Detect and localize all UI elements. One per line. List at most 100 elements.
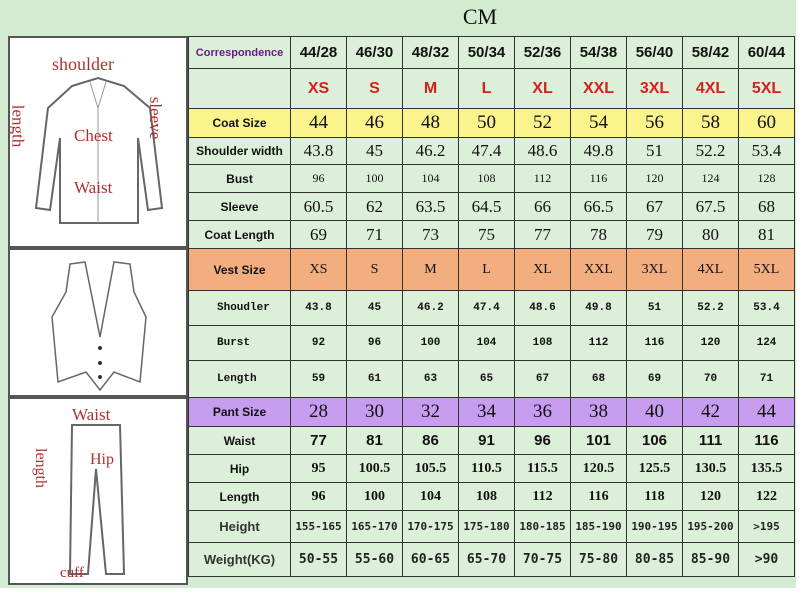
pant-row-value: 110.5 (458, 454, 515, 483)
coat-row-value: 46.2 (402, 137, 459, 165)
coat-row-value: 128 (738, 164, 795, 193)
coat-row-value: 67 (626, 192, 683, 221)
pant-row-value: 77 (290, 426, 347, 455)
correspondence-value: 44/28 (290, 36, 347, 69)
coat-row-value: 49.8 (570, 137, 627, 165)
coat-row-value: 116 (570, 164, 627, 193)
coat-size-value: 54 (570, 108, 627, 138)
coat-row-value: 52.2 (682, 137, 739, 165)
correspondence-value: 46/30 (346, 36, 403, 69)
vest-row-value: 65 (458, 360, 515, 398)
label-cuff: cuff (60, 565, 84, 581)
vest-row-label: Shoudler (188, 290, 291, 326)
coat-row-value: 75 (458, 220, 515, 249)
vest-size-value: S (346, 248, 403, 291)
pant-drawing-icon (68, 424, 126, 575)
vest-row-value: 52.2 (682, 290, 739, 326)
coat-row-value: 64.5 (458, 192, 515, 221)
coat-row-value: 73 (402, 220, 459, 249)
correspondence-value: 54/38 (570, 36, 627, 69)
coat-row-value: 66 (514, 192, 571, 221)
coat-size-value: 50 (458, 108, 515, 138)
pant-row-value: 86 (402, 426, 459, 455)
vest-size-value: M (402, 248, 459, 291)
body-row-value: 55-60 (346, 542, 403, 577)
pant-row-value: 100 (346, 482, 403, 511)
coat-row-value: 60.5 (290, 192, 347, 221)
body-row-label: Height (188, 510, 291, 543)
vest-size-value: XS (290, 248, 347, 291)
label-length: length (32, 448, 49, 488)
letter-size-value: XL (514, 68, 571, 109)
coat-row-label: Coat Length (188, 220, 291, 249)
body-row-value: 190-195 (626, 510, 683, 543)
coat-row-value: 45 (346, 137, 403, 165)
coat-row-value: 68 (738, 192, 795, 221)
body-row-value: 80-85 (626, 542, 683, 577)
letter-size-label (188, 68, 291, 109)
pant-row-value: 125.5 (626, 454, 683, 483)
vest-row-value: 112 (570, 325, 627, 361)
coat-size-label: Coat Size (188, 108, 291, 138)
body-row-value: 75-80 (570, 542, 627, 577)
label-waist: Waist (74, 178, 113, 197)
vest-row-label: Burst (188, 325, 291, 361)
vest-row-value: 46.2 (402, 290, 459, 326)
coat-size-value: 52 (514, 108, 571, 138)
label-chest: Chest (74, 126, 113, 145)
coat-row-value: 81 (738, 220, 795, 249)
body-row-value: 185-190 (570, 510, 627, 543)
body-row-value: 170-175 (402, 510, 459, 543)
vest-size-value: L (458, 248, 515, 291)
coat-row-value: 120 (626, 164, 683, 193)
pant-row-value: 101 (570, 426, 627, 455)
letter-size-value: 5XL (738, 68, 795, 109)
coat-row-value: 62 (346, 192, 403, 221)
coat-row-value: 53.4 (738, 137, 795, 165)
coat-row-value: 51 (626, 137, 683, 165)
vest-drawing-icon (51, 261, 147, 392)
coat-row-value: 47.4 (458, 137, 515, 165)
vest-row-value: 71 (738, 360, 795, 398)
vest-row-value: 63 (402, 360, 459, 398)
pant-row-value: 118 (626, 482, 683, 511)
pant-row-value: 120 (682, 482, 739, 511)
coat-row-value: 67.5 (682, 192, 739, 221)
vest-row-value: 100 (402, 325, 459, 361)
vest-row-value: 96 (346, 325, 403, 361)
coat-row-value: 104 (402, 164, 459, 193)
coat-row-value: 77 (514, 220, 571, 249)
letter-size-value: L (458, 68, 515, 109)
coat-row-label: Shoulder width (188, 137, 291, 165)
vest-size-value: 5XL (738, 248, 795, 291)
letter-size-value: M (402, 68, 459, 109)
pant-row-value: 116 (738, 426, 795, 455)
vest-size-value: 3XL (626, 248, 683, 291)
coat-row-value: 124 (682, 164, 739, 193)
vest-row-value: 70 (682, 360, 739, 398)
vest-row-value: 45 (346, 290, 403, 326)
pant-row-value: 122 (738, 482, 795, 511)
pant-row-value: 96 (290, 482, 347, 511)
correspondence-value: 56/40 (626, 36, 683, 69)
pant-row-value: 112 (514, 482, 571, 511)
coat-size-value: 56 (626, 108, 683, 138)
pant-size-value: 40 (626, 397, 683, 427)
coat-row-label: Bust (188, 164, 291, 193)
body-row-value: 50-55 (290, 542, 347, 577)
label-sleeve: sleeve (146, 96, 166, 140)
vest-row-value: 120 (682, 325, 739, 361)
vest-row-value: 92 (290, 325, 347, 361)
pant-row-value: 105.5 (402, 454, 459, 483)
vest-row-value: 53.4 (738, 290, 795, 326)
correspondence-value: 58/42 (682, 36, 739, 69)
vest-diagram (8, 248, 188, 397)
coat-row-value: 80 (682, 220, 739, 249)
pant-row-value: 135.5 (738, 454, 795, 483)
coat-row-value: 43.8 (290, 137, 347, 165)
coat-size-value: 46 (346, 108, 403, 138)
pant-size-value: 30 (346, 397, 403, 427)
vest-row-value: 108 (514, 325, 571, 361)
pant-row-label: Hip (188, 454, 291, 483)
